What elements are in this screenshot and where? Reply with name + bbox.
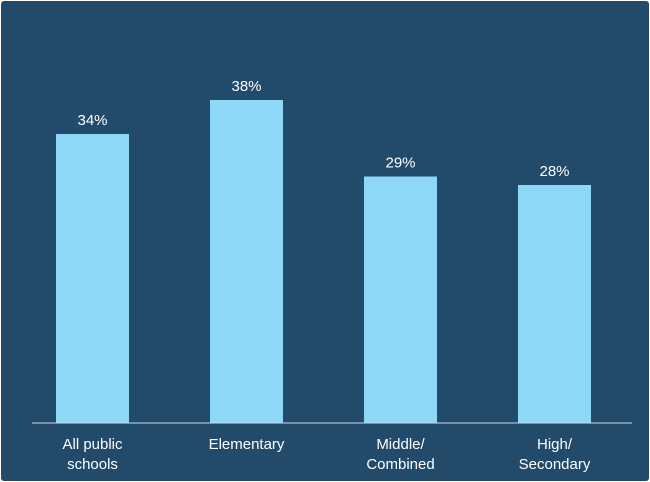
category-label-0-line-0: All public xyxy=(62,436,123,453)
bar-0 xyxy=(56,134,129,423)
category-label-2-line-1: Combined xyxy=(366,456,434,473)
value-label-0: 34% xyxy=(77,112,107,129)
value-labels-group: 34% 38% 29% 28% xyxy=(77,78,569,180)
bar-3 xyxy=(518,185,591,423)
category-label-1-line-0: Elementary xyxy=(209,436,285,453)
category-labels-group: All public schools Elementary Middle/Combin… xyxy=(62,436,590,473)
category-label-2-line-0: Middle/ xyxy=(376,436,425,453)
category-label-0-line-1: schools xyxy=(67,456,118,473)
value-label-1: 38% xyxy=(231,78,261,95)
value-label-3: 28% xyxy=(539,163,569,180)
value-label-2: 29% xyxy=(385,155,415,172)
category-label-3-line-0: High/ xyxy=(537,436,573,453)
bar-1 xyxy=(210,100,283,423)
bar-2 xyxy=(364,176,437,423)
category-label-3-line-1: Secondary xyxy=(519,456,591,473)
bars-group xyxy=(56,100,591,423)
